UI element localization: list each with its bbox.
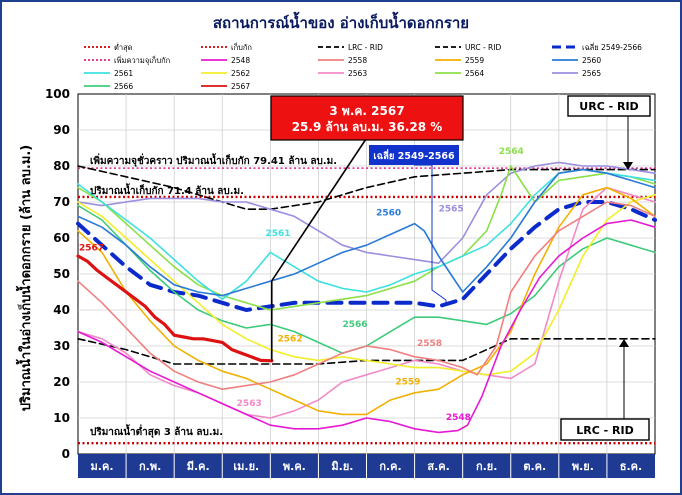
y-tick-label: 10	[53, 411, 70, 425]
legend-label: 2564	[465, 69, 484, 78]
series-line-2564	[77, 165, 656, 311]
series-inline-label: 2564	[499, 147, 524, 157]
legend-label: เพิ่มความจุเก็บกัก	[114, 55, 170, 65]
y-tick-label: 50	[53, 267, 70, 281]
series-line-2560	[77, 168, 656, 297]
series-inline-label: 2558	[417, 339, 442, 349]
urc-box-text: URC - RID	[579, 100, 638, 113]
series-line-2563	[77, 186, 656, 419]
y-tick-label: 60	[53, 231, 70, 245]
series-line-2548	[77, 219, 656, 434]
legend-label: URC - RID	[465, 43, 501, 52]
series-inline-label: 2561	[266, 229, 291, 239]
series-inline-label: 2565	[439, 205, 464, 215]
x-tick-label: ต.ค.	[523, 460, 546, 473]
x-tick-label: ธ.ค.	[620, 460, 642, 473]
legend-label: 2560	[582, 56, 601, 65]
x-tick-label: พ.ค.	[283, 460, 306, 473]
current-value-text: 25.9 ล้าน ลบ.ม. 36.28 %	[292, 120, 443, 134]
current-value-box	[270, 95, 464, 141]
legend-label: ต่ำสุด	[114, 42, 133, 52]
lrc-box	[560, 418, 650, 441]
average-leader	[414, 164, 447, 301]
y-axis-label: ปริมาณน้ำในอ่างเก็บน้ำดอกกราย (ล้าน ลบ.ม…	[15, 145, 34, 411]
legend-label: LRC - RID	[348, 43, 383, 52]
y-tick-label: 0	[62, 447, 70, 461]
y-tick-label: 40	[53, 303, 70, 317]
x-tick-label: ก.พ.	[139, 460, 161, 473]
legend-label: 2565	[582, 69, 601, 78]
legend-label: 2566	[114, 82, 133, 91]
series-line-2558	[77, 201, 656, 391]
legend-label: 2548	[231, 56, 250, 65]
lrc-box-text: LRC - RID	[576, 424, 633, 437]
average-label-box	[369, 145, 459, 165]
legend-label: เฉลี่ย 2549-2566	[582, 42, 642, 52]
legend-label: 2567	[231, 82, 250, 91]
series-line-2559	[77, 186, 656, 416]
series-inline-label: 2567	[79, 244, 104, 254]
x-tick-label: เม.ย.	[233, 460, 259, 473]
temporary-capacity-label: เพิ่มความจุชั่วคราว ปริมาณน้ำเก็บกัก 79.…	[90, 153, 337, 167]
y-tick-label: 100	[45, 87, 70, 101]
plot-area: 0 10 20 30 40 50 60 70 80 90 100 ม.ค. ก.พ. มี.ค. เม.ย.…	[45, 87, 657, 478]
current-date-text: 3 พ.ค. 2567	[329, 104, 404, 118]
x-tick-label: ก.ย.	[476, 460, 497, 473]
series-inline-label: 2563	[237, 399, 262, 409]
x-tick-label: มิ.ย.	[331, 460, 353, 473]
series-inline-label: 2548	[446, 413, 471, 423]
legend-label: 2558	[348, 56, 367, 65]
series-inline-label: 2566	[342, 320, 367, 330]
legend-label: 2559	[465, 56, 484, 65]
legend-label: 2562	[231, 69, 250, 78]
average-label-text: เฉลี่ย 2549-2566	[373, 148, 455, 162]
x-tick-label: พ.ย.	[572, 460, 594, 473]
current-leader-diagonal	[271, 138, 367, 282]
legend-background	[72, 38, 662, 94]
series-inline-label: 2562	[278, 335, 303, 345]
y-tick-label: 80	[53, 159, 70, 173]
urc-box	[567, 95, 651, 117]
series-inline-label: 2559	[395, 378, 420, 388]
series-line-2567	[76, 254, 274, 363]
legend-label: 2561	[114, 69, 133, 78]
capacity-label: ปริมาณน้ำเก็บกัก 71.4 ล้าน ลบ.ม.	[90, 183, 244, 197]
y-tick-label: 90	[53, 123, 70, 137]
y-tick-label: 70	[53, 195, 70, 209]
legend-label: เก็บกัก	[231, 42, 252, 52]
x-tick-label: ม.ค.	[91, 460, 114, 473]
series-line-2565	[77, 161, 656, 265]
series-inline-label: 2560	[376, 209, 401, 219]
legend-label: 2563	[348, 69, 367, 78]
legend: ต่ำสุด เก็บกัก LRC - RID URC - RID เฉลี่ย 25…	[72, 38, 662, 94]
urc-arrowhead	[623, 162, 633, 170]
series-line-URC---RID	[77, 165, 656, 210]
x-tick-label: ก.ค.	[379, 460, 401, 473]
y-tick-label: 20	[53, 375, 70, 389]
x-tick-label: มี.ค.	[187, 460, 210, 473]
x-tick-label: ส.ค.	[427, 460, 449, 473]
minimum-label: ปริมาณน้ำต่ำสุด 3 ล้าน ลบ.ม.	[90, 424, 223, 438]
series-line-2562	[77, 194, 656, 376]
y-tick-label: 30	[53, 339, 70, 353]
lrc-arrowhead	[619, 339, 629, 347]
chart-title: สถานการณ์น้ำของ อ่างเก็บน้ำดอกกราย	[213, 11, 469, 32]
